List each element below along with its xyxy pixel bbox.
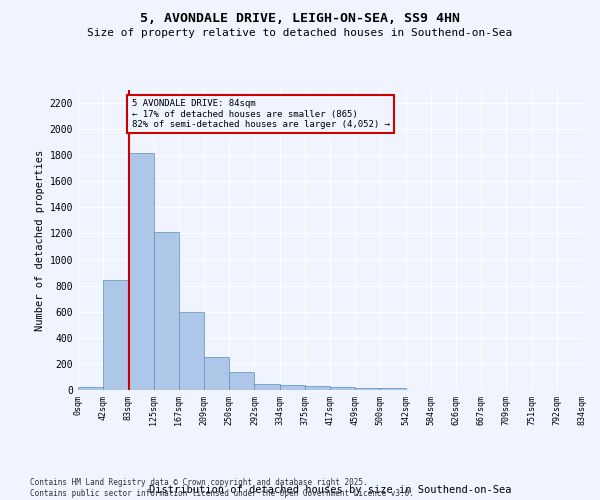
Bar (103, 280, 128, 390)
Bar (154, 232, 179, 390)
Bar (229, 372, 254, 390)
Bar (355, 388, 380, 390)
Bar (254, 384, 280, 390)
Text: Distribution of detached houses by size in Southend-on-Sea: Distribution of detached houses by size … (149, 485, 511, 495)
Bar (280, 385, 305, 390)
Bar (380, 388, 406, 390)
Bar (179, 312, 205, 390)
Text: Size of property relative to detached houses in Southend-on-Sea: Size of property relative to detached ho… (88, 28, 512, 38)
Bar (305, 386, 330, 390)
Text: 5, AVONDALE DRIVE, LEIGH-ON-SEA, SS9 4HN: 5, AVONDALE DRIVE, LEIGH-ON-SEA, SS9 4HN (140, 12, 460, 26)
Y-axis label: Number of detached properties: Number of detached properties (35, 150, 46, 330)
Text: 5 AVONDALE DRIVE: 84sqm
← 17% of detached houses are smaller (865)
82% of semi-d: 5 AVONDALE DRIVE: 84sqm ← 17% of detache… (131, 99, 389, 129)
Bar (128, 152, 154, 390)
Bar (78, 388, 103, 390)
Text: Contains HM Land Registry data © Crown copyright and database right 2025.
Contai: Contains HM Land Registry data © Crown c… (30, 478, 414, 498)
Bar (330, 388, 355, 390)
Bar (205, 356, 229, 390)
